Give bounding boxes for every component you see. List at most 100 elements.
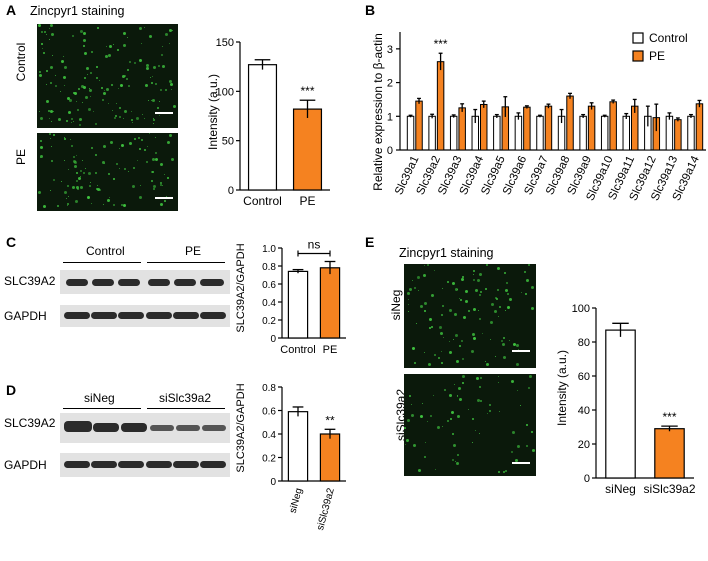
stained-cell-dot bbox=[40, 146, 43, 149]
group-line bbox=[63, 408, 141, 409]
stained-cell-dot bbox=[75, 200, 78, 203]
bar-slc39a6-pe bbox=[523, 106, 531, 151]
band bbox=[200, 312, 226, 319]
stained-cell-dot bbox=[452, 433, 454, 435]
bar-pe bbox=[292, 108, 323, 191]
stained-cell-dot bbox=[144, 118, 145, 119]
stained-cell-dot bbox=[83, 39, 86, 42]
stained-cell-dot bbox=[153, 119, 155, 121]
stained-cell-dot bbox=[40, 155, 43, 158]
stained-cell-dot bbox=[172, 30, 173, 31]
panel-c-row-slc39a2: SLC39A2 bbox=[4, 274, 56, 288]
stained-cell-dot bbox=[126, 78, 128, 80]
stained-cell-dot bbox=[109, 197, 110, 198]
stained-cell-dot bbox=[462, 358, 464, 360]
stained-cell-dot bbox=[85, 96, 88, 99]
blot-d-gapdh bbox=[60, 453, 230, 477]
band bbox=[174, 279, 196, 286]
stained-cell-dot bbox=[50, 24, 53, 27]
stained-cell-dot bbox=[41, 43, 43, 45]
bar-sineg bbox=[605, 329, 636, 479]
stained-cell-dot bbox=[153, 185, 156, 188]
stained-cell-dot bbox=[53, 179, 55, 181]
y-tick-label: 100 bbox=[216, 86, 234, 98]
stained-cell-dot bbox=[86, 67, 89, 70]
stained-cell-dot bbox=[472, 418, 474, 420]
stained-cell-dot bbox=[459, 398, 462, 401]
stained-cell-dot bbox=[449, 341, 450, 342]
stained-cell-dot bbox=[455, 334, 458, 337]
stained-cell-dot bbox=[520, 405, 521, 406]
micrograph-a-pe bbox=[37, 133, 178, 211]
stained-cell-dot bbox=[64, 66, 67, 69]
stained-cell-dot bbox=[452, 282, 455, 285]
y-tick-label: 20 bbox=[578, 439, 590, 451]
panel-c-group-pe: PE bbox=[185, 244, 202, 258]
stained-cell-dot bbox=[160, 184, 162, 186]
stained-cell-dot bbox=[439, 326, 442, 329]
stained-cell-dot bbox=[53, 111, 54, 112]
band bbox=[200, 279, 224, 286]
stained-cell-dot bbox=[451, 411, 454, 414]
stained-cell-dot bbox=[141, 43, 142, 44]
chart-c: SLC39A2/GAPDH 0 0.2 0.4 0.6 0.8 1.0 Control PE n… bbox=[235, 238, 346, 356]
stained-cell-dot bbox=[108, 173, 110, 175]
stained-cell-dot bbox=[68, 196, 69, 197]
legend-control-label: Control bbox=[649, 31, 688, 45]
band bbox=[176, 425, 200, 431]
stained-cell-dot bbox=[159, 101, 160, 102]
stained-cell-dot bbox=[462, 382, 464, 384]
stained-cell-dot bbox=[91, 147, 93, 149]
band bbox=[146, 461, 172, 468]
stained-cell-dot bbox=[423, 274, 426, 277]
stained-cell-dot bbox=[171, 158, 174, 161]
stained-cell-dot bbox=[411, 414, 414, 417]
stained-cell-dot bbox=[499, 306, 501, 308]
stained-cell-dot bbox=[49, 133, 51, 135]
stained-cell-dot bbox=[116, 163, 118, 165]
stained-cell-dot bbox=[64, 137, 65, 138]
stained-cell-dot bbox=[447, 420, 449, 422]
band bbox=[91, 461, 117, 468]
stained-cell-dot bbox=[479, 273, 482, 276]
stained-cell-dot bbox=[144, 27, 145, 28]
stained-cell-dot bbox=[42, 48, 43, 49]
stained-cell-dot bbox=[169, 80, 172, 83]
stained-cell-dot bbox=[83, 86, 86, 89]
band bbox=[118, 279, 140, 286]
stained-cell-dot bbox=[494, 310, 497, 313]
stained-cell-dot bbox=[76, 186, 79, 189]
stained-cell-dot bbox=[144, 149, 146, 151]
stained-cell-dot bbox=[512, 431, 515, 434]
scale-bar bbox=[512, 462, 530, 464]
y-tick-label: 0 bbox=[387, 145, 393, 157]
stained-cell-dot bbox=[128, 171, 129, 172]
stained-cell-dot bbox=[104, 90, 105, 91]
blot-c-gapdh bbox=[60, 305, 230, 327]
stained-cell-dot bbox=[64, 191, 67, 194]
stained-cell-dot bbox=[480, 400, 482, 402]
stained-cell-dot bbox=[497, 289, 499, 291]
stained-cell-dot bbox=[160, 182, 162, 184]
stained-cell-dot bbox=[479, 433, 480, 434]
stained-cell-dot bbox=[444, 389, 446, 391]
stained-cell-dot bbox=[107, 199, 110, 202]
stained-cell-dot bbox=[473, 279, 475, 281]
stained-cell-dot bbox=[63, 56, 64, 57]
stained-cell-dot bbox=[95, 123, 97, 125]
stained-cell-dot bbox=[149, 133, 150, 134]
stained-cell-dot bbox=[132, 122, 133, 123]
stained-cell-dot bbox=[108, 54, 111, 57]
y-tick-label: 150 bbox=[216, 37, 234, 49]
stained-cell-dot bbox=[39, 71, 41, 73]
stained-cell-dot bbox=[427, 421, 428, 422]
stained-cell-dot bbox=[64, 138, 66, 140]
stained-cell-dot bbox=[476, 377, 479, 380]
stained-cell-dot bbox=[46, 84, 47, 85]
stained-cell-dot bbox=[64, 85, 65, 86]
stained-cell-dot bbox=[406, 439, 409, 442]
band bbox=[64, 461, 90, 468]
band bbox=[150, 425, 174, 431]
y-tick-label: 60 bbox=[578, 371, 590, 383]
chart-c-ylabel: SLC39A2/GAPDH bbox=[235, 243, 247, 332]
